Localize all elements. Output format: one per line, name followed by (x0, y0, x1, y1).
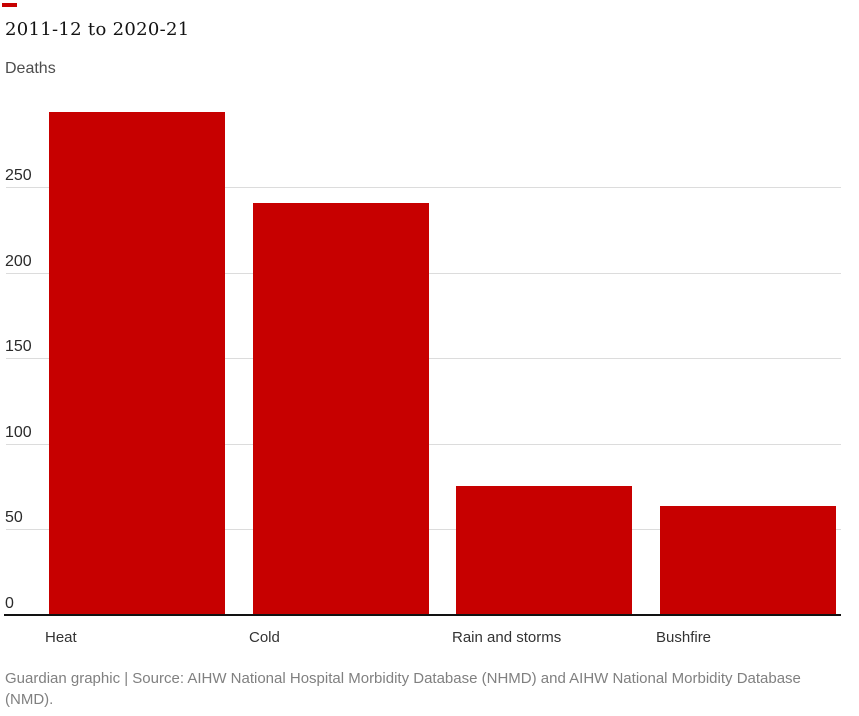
chart-title: 2011-12 to 2020-21 (5, 19, 190, 40)
source-caption: Guardian graphic | Source: AIHW National… (5, 670, 801, 708)
y-tick-label: 200 (5, 253, 32, 270)
x-tick-label: Bushfire (656, 629, 712, 646)
y-tick-label: 0 (5, 595, 14, 612)
y-tick-label: 100 (5, 424, 32, 441)
y-tick-label: 250 (5, 167, 32, 184)
bar-bushfire (660, 506, 836, 614)
y-axis-units-label: Deaths (5, 60, 56, 77)
x-tick-label: Heat (45, 629, 77, 646)
x-tick-label: Cold (249, 629, 280, 646)
x-tick-label: Rain and storms (452, 629, 562, 646)
x-axis-line (4, 614, 841, 616)
gridline-250 (6, 187, 841, 188)
bar-cold (253, 203, 429, 614)
accent-dash (2, 3, 17, 7)
y-tick-label: 50 (5, 509, 23, 526)
y-tick-label: 150 (5, 338, 32, 355)
bar-heat (49, 112, 225, 614)
bar-rain-and-storms (456, 486, 632, 614)
